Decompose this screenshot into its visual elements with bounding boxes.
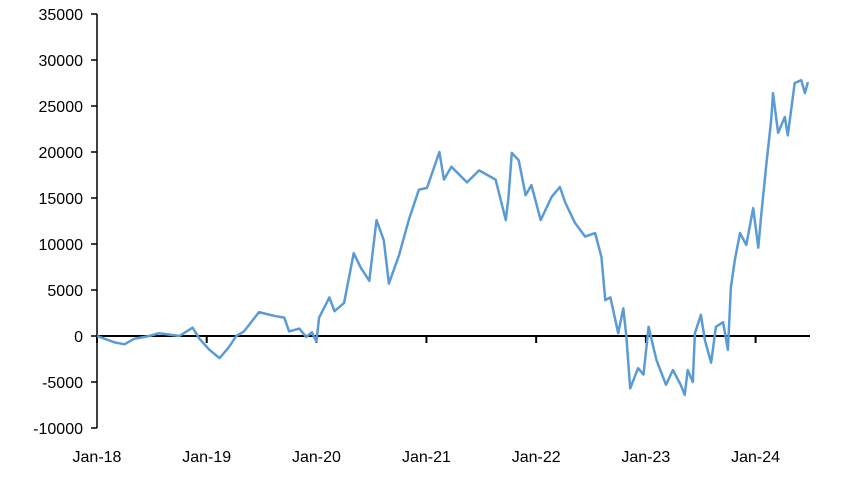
y-tick-label: 30000 (39, 53, 84, 70)
x-tick-label: Jan-18 (73, 449, 122, 466)
y-tick-label: 5000 (47, 283, 83, 300)
y-tick-label: -5000 (42, 375, 83, 392)
y-tick-label: 10000 (39, 237, 84, 254)
y-tick-label: 25000 (39, 99, 84, 116)
x-tick-label: Jan-21 (402, 449, 451, 466)
x-tick-label: Jan-19 (182, 449, 231, 466)
series-line (96, 78, 810, 397)
y-tick-label: 15000 (39, 191, 84, 208)
x-axis: Jan-18 Jan-19 Jan-20 Jan-21 Jan-22 Jan-23 Jan-… (73, 335, 810, 466)
y-tick-label: 35000 (39, 7, 84, 24)
x-tick-label: Jan-23 (621, 449, 670, 466)
y-tick-label: -10000 (33, 421, 83, 438)
x-tick-label: Jan-24 (731, 449, 780, 466)
y-tick-label: 0 (74, 329, 83, 346)
y-tick-label: 20000 (39, 145, 84, 162)
x-tick-label: Jan-20 (292, 449, 341, 466)
y-axis: 35000 30000 25000 20000 15000 10000 5000 0 -5000… (33, 7, 98, 438)
x-tick-label: Jan-22 (512, 449, 561, 466)
